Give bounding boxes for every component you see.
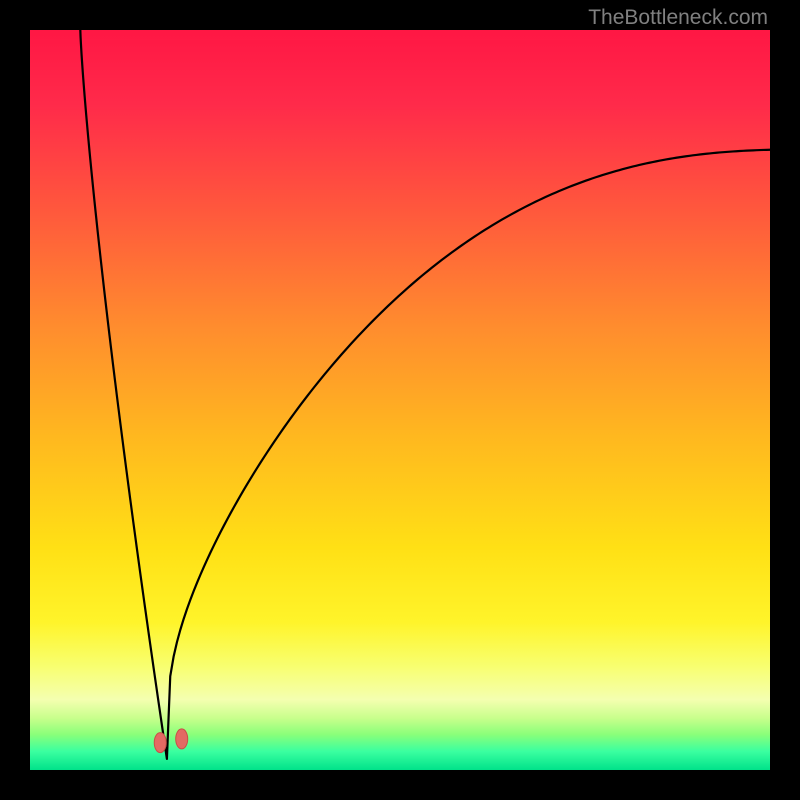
valley-marker-0: [154, 733, 166, 753]
chart-stage: TheBottleneck.com: [0, 0, 800, 800]
valley-marker-1: [176, 729, 188, 749]
plot-area: [30, 30, 770, 770]
watermark-text: TheBottleneck.com: [588, 6, 768, 30]
gradient-background: [30, 30, 770, 770]
